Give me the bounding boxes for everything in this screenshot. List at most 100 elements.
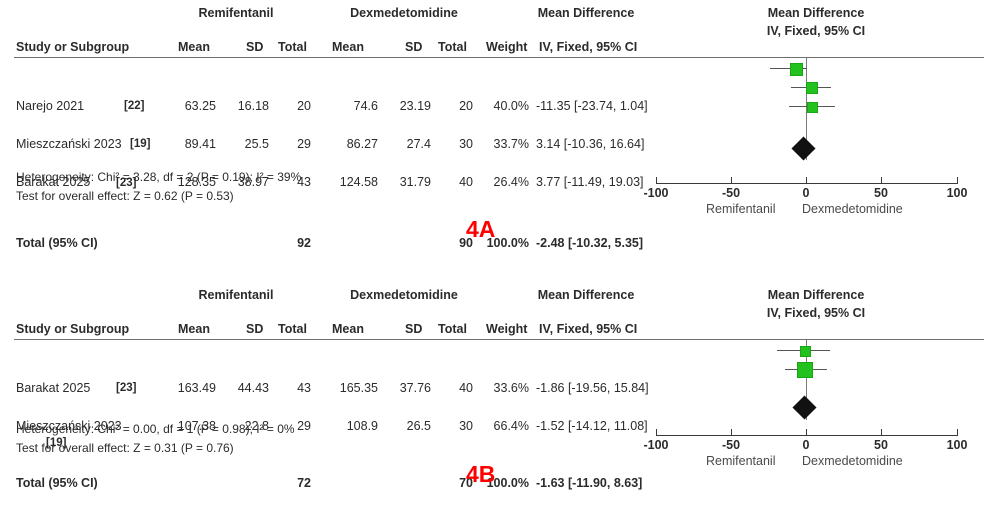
x-axis-tick: [881, 177, 882, 183]
col-total-1: Total: [278, 40, 307, 54]
column-header-row: Study or Subgroup Mean SD Total Mean SD …: [6, 322, 646, 341]
col-total-2: Total: [438, 40, 467, 54]
x-axis-tick: [731, 177, 732, 183]
group-header-control: Dexmedetomidine: [350, 288, 458, 302]
col-sd-2: SD: [405, 322, 423, 336]
row-mean-treatment: 163.49: [177, 381, 216, 395]
x-axis-tick: [957, 429, 958, 436]
total-treatment: 72: [297, 476, 311, 490]
row-sd-control: 31.79: [399, 175, 431, 189]
null-effect-line: [806, 58, 807, 160]
x-axis-tick-label: 50: [874, 438, 888, 452]
row-sd-treatment: 25.5: [244, 137, 269, 151]
row-mean-control: 86.27: [346, 137, 378, 151]
row-mean-treatment: 89.41: [184, 137, 216, 151]
row-weight: 33.6%: [493, 381, 529, 395]
row-mean-control: 74.6: [353, 99, 378, 113]
x-axis-tick-label: 50: [874, 186, 888, 200]
panel-a-data-table: Remifentanil Dexmedetomidine Mean Differ…: [6, 0, 648, 250]
x-axis-tick-label: -50: [721, 438, 741, 452]
study-marker: [805, 81, 818, 94]
row-mean-control: 165.35: [339, 381, 378, 395]
row-mean-control: 124.58: [339, 175, 378, 189]
row-sd-treatment: 38.97: [237, 175, 269, 189]
table-row: Mieszczański 2023 [19] 107.38 22.8 29 10…: [6, 419, 648, 449]
x-axis-tick-label: -50: [721, 186, 741, 200]
col-sd-1: SD: [246, 322, 264, 336]
row-total-control: 30: [459, 137, 473, 151]
table-total-row: Total (95% CI) 92 90 100.0% -2.48 [-10.3…: [6, 236, 646, 255]
figure-label-4b: 4B: [466, 461, 496, 487]
total-weight: 100.0%: [486, 476, 529, 490]
row-mean-control: 108.9: [346, 419, 378, 433]
row-effect-ci: 3.77 [-11.49, 19.03]: [536, 175, 644, 189]
x-axis-line: [656, 183, 958, 184]
col-sd-1: SD: [246, 40, 264, 54]
col-mean-2: Mean: [332, 322, 364, 336]
row-effect-ci: -1.52 [-14.12, 11.08]: [536, 419, 648, 433]
row-sd-control: 27.4: [406, 137, 431, 151]
row-total-treatment: 20: [297, 99, 311, 113]
row-total-control: 40: [459, 175, 473, 189]
col-total-1: Total: [278, 322, 307, 336]
x-axis-tick: [806, 429, 807, 435]
study-marker: [807, 101, 819, 113]
row-effect-ci: -1.86 [-19.56, 15.84]: [536, 381, 649, 395]
group-header-control: Dexmedetomidine: [350, 6, 458, 20]
group-header-treatment: Remifentanil: [198, 288, 274, 302]
x-axis-tick: [957, 177, 958, 184]
column-header-row: Study or Subgroup Mean SD Total Mean SD …: [6, 40, 646, 59]
row-weight: 26.4%: [493, 175, 529, 189]
row-weight: 33.7%: [493, 137, 529, 151]
x-axis-tick-label: -100: [643, 186, 669, 200]
row-mean-treatment: 63.25: [184, 99, 216, 113]
row-total-treatment: 29: [297, 419, 311, 433]
row-total-treatment: 29: [297, 137, 311, 151]
plot-subtitle-model: IV, Fixed, 95% CI: [766, 24, 866, 38]
col-total-2: Total: [438, 322, 467, 336]
total-control: 70: [459, 476, 473, 490]
row-study-name: Barakat 2025: [16, 381, 91, 395]
row-reference: [19]: [130, 138, 151, 150]
plot-subtitle-model: IV, Fixed, 95% CI: [766, 306, 866, 320]
row-sd-treatment: 44.43: [237, 381, 269, 395]
total-label: Total (95% CI): [16, 476, 98, 490]
row-total-control: 40: [459, 381, 473, 395]
x-axis-tick: [881, 429, 882, 435]
x-axis-tick: [806, 177, 807, 183]
x-axis-tick-label: 100: [946, 438, 968, 452]
table-rule-top: [14, 57, 646, 58]
row-total-control: 30: [459, 419, 473, 433]
row-reference: [22]: [124, 100, 145, 112]
axis-label-right: Dexmedetomidine: [802, 454, 903, 468]
group-header-effect: Mean Difference: [537, 6, 635, 20]
axis-label-right: Dexmedetomidine: [802, 202, 903, 216]
row-effect-ci: 3.14 [-10.36, 16.64]: [536, 137, 645, 151]
row-total-treatment: 43: [297, 381, 311, 395]
row-reference: [19]: [46, 437, 67, 449]
heterogeneity-text: Heterogeneity: Chi² = 0.00, df = 1 (P = …: [16, 422, 295, 436]
row-mean-treatment: 107.38: [177, 419, 216, 433]
col-study: Study or Subgroup: [16, 40, 130, 54]
total-label: Total (95% CI): [16, 236, 98, 250]
pooled-diamond: [791, 136, 816, 161]
table-row: Mieszczański 2023 [19] 89.41 25.5 29 86.…: [6, 137, 646, 156]
row-study-name: Mieszczański 2023: [16, 137, 122, 151]
table-total-row: Total (95% CI) 72 70 100.0% -1.63 [-11.9…: [6, 476, 646, 495]
col-study: Study or Subgroup: [16, 322, 130, 336]
row-sd-treatment: 22.8: [244, 419, 269, 433]
x-axis-tick: [656, 177, 657, 184]
row-effect-ci: -11.35 [-23.74, 1.04]: [536, 99, 648, 113]
row-total-treatment: 43: [297, 175, 311, 189]
col-sd-2: SD: [405, 40, 423, 54]
total-effect-ci: -2.48 [-10.32, 5.35]: [536, 236, 644, 250]
table-rule-top: [14, 339, 646, 340]
table-row: Barakat 2025 [23] 163.49 44.43 43 165.35…: [6, 381, 649, 400]
x-axis-tick-label: -100: [643, 438, 669, 452]
row-mean-treatment: 128.35: [177, 175, 216, 189]
row-study-name: Mieszczański 2023: [16, 419, 122, 433]
group-header-effect: Mean Difference: [537, 288, 635, 302]
heterogeneity-text: Heterogeneity: Chi² = 3.28, df = 2 (P = …: [16, 170, 302, 184]
col-effect: IV, Fixed, 95% CI: [539, 40, 638, 54]
row-reference: [23]: [116, 382, 137, 394]
